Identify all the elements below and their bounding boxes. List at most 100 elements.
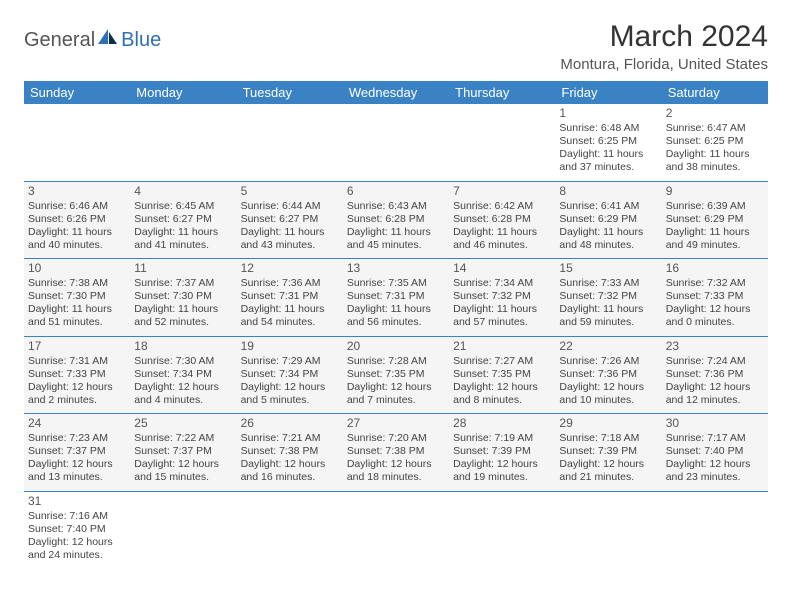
daylight-text: and 45 minutes. xyxy=(347,239,445,252)
calendar-day-cell: 5Sunrise: 6:44 AMSunset: 6:27 PMDaylight… xyxy=(237,181,343,259)
day-number: 28 xyxy=(453,416,551,431)
daylight-text: and 7 minutes. xyxy=(347,394,445,407)
day-number: 1 xyxy=(559,106,657,121)
daylight-text: Daylight: 11 hours xyxy=(347,303,445,316)
day-number: 16 xyxy=(666,261,764,276)
calendar-day-cell: 20Sunrise: 7:28 AMSunset: 7:35 PMDayligh… xyxy=(343,336,449,414)
day-number: 30 xyxy=(666,416,764,431)
sunrise-text: Sunrise: 7:17 AM xyxy=(666,432,764,445)
sunset-text: Sunset: 7:34 PM xyxy=(241,368,339,381)
weekday-header: Thursday xyxy=(449,81,555,104)
location-subtitle: Montura, Florida, United States xyxy=(560,56,768,73)
daylight-text: Daylight: 11 hours xyxy=(241,226,339,239)
daylight-text: Daylight: 11 hours xyxy=(559,303,657,316)
sunrise-text: Sunrise: 6:42 AM xyxy=(453,200,551,213)
calendar-day-cell: 3Sunrise: 6:46 AMSunset: 6:26 PMDaylight… xyxy=(24,181,130,259)
daylight-text: and 21 minutes. xyxy=(559,471,657,484)
calendar-day-cell xyxy=(343,491,449,568)
calendar-day-cell: 16Sunrise: 7:32 AMSunset: 7:33 PMDayligh… xyxy=(662,259,768,337)
calendar-day-cell: 10Sunrise: 7:38 AMSunset: 7:30 PMDayligh… xyxy=(24,259,130,337)
day-number: 13 xyxy=(347,261,445,276)
calendar-day-cell: 9Sunrise: 6:39 AMSunset: 6:29 PMDaylight… xyxy=(662,181,768,259)
calendar-table: Sunday Monday Tuesday Wednesday Thursday… xyxy=(24,81,768,568)
calendar-day-cell: 24Sunrise: 7:23 AMSunset: 7:37 PMDayligh… xyxy=(24,414,130,492)
daylight-text: and 37 minutes. xyxy=(559,161,657,174)
sunrise-text: Sunrise: 7:20 AM xyxy=(347,432,445,445)
sunrise-text: Sunrise: 7:18 AM xyxy=(559,432,657,445)
daylight-text: and 15 minutes. xyxy=(134,471,232,484)
daylight-text: Daylight: 12 hours xyxy=(453,458,551,471)
calendar-day-cell xyxy=(237,491,343,568)
daylight-text: and 24 minutes. xyxy=(28,549,126,562)
day-number: 6 xyxy=(347,184,445,199)
sunrise-text: Sunrise: 7:31 AM xyxy=(28,355,126,368)
weekday-header: Sunday xyxy=(24,81,130,104)
daylight-text: Daylight: 12 hours xyxy=(453,381,551,394)
sunset-text: Sunset: 6:29 PM xyxy=(559,213,657,226)
calendar-day-cell: 2Sunrise: 6:47 AMSunset: 6:25 PMDaylight… xyxy=(662,104,768,181)
daylight-text: Daylight: 12 hours xyxy=(347,458,445,471)
daylight-text: and 0 minutes. xyxy=(666,316,764,329)
daylight-text: Daylight: 11 hours xyxy=(347,226,445,239)
sunrise-text: Sunrise: 7:27 AM xyxy=(453,355,551,368)
sunset-text: Sunset: 6:25 PM xyxy=(666,135,764,148)
daylight-text: Daylight: 12 hours xyxy=(559,381,657,394)
day-number: 23 xyxy=(666,339,764,354)
sunset-text: Sunset: 6:28 PM xyxy=(347,213,445,226)
calendar-day-cell xyxy=(555,491,661,568)
daylight-text: Daylight: 11 hours xyxy=(28,226,126,239)
day-number: 27 xyxy=(347,416,445,431)
daylight-text: and 40 minutes. xyxy=(28,239,126,252)
daylight-text: Daylight: 11 hours xyxy=(134,226,232,239)
daylight-text: Daylight: 12 hours xyxy=(28,458,126,471)
sunset-text: Sunset: 7:31 PM xyxy=(347,290,445,303)
calendar-day-cell: 18Sunrise: 7:30 AMSunset: 7:34 PMDayligh… xyxy=(130,336,236,414)
sunset-text: Sunset: 7:38 PM xyxy=(347,445,445,458)
calendar-day-cell: 27Sunrise: 7:20 AMSunset: 7:38 PMDayligh… xyxy=(343,414,449,492)
calendar-day-cell: 1Sunrise: 6:48 AMSunset: 6:25 PMDaylight… xyxy=(555,104,661,181)
day-number: 9 xyxy=(666,184,764,199)
sunset-text: Sunset: 7:35 PM xyxy=(347,368,445,381)
sunrise-text: Sunrise: 7:34 AM xyxy=(453,277,551,290)
daylight-text: Daylight: 12 hours xyxy=(666,381,764,394)
daylight-text: and 43 minutes. xyxy=(241,239,339,252)
weekday-header: Saturday xyxy=(662,81,768,104)
brand-text-blue: Blue xyxy=(121,29,161,52)
daylight-text: Daylight: 12 hours xyxy=(559,458,657,471)
day-number: 29 xyxy=(559,416,657,431)
daylight-text: Daylight: 12 hours xyxy=(241,381,339,394)
sunrise-text: Sunrise: 7:22 AM xyxy=(134,432,232,445)
sunrise-text: Sunrise: 7:37 AM xyxy=(134,277,232,290)
calendar-day-cell: 14Sunrise: 7:34 AMSunset: 7:32 PMDayligh… xyxy=(449,259,555,337)
weekday-header: Friday xyxy=(555,81,661,104)
daylight-text: Daylight: 11 hours xyxy=(666,148,764,161)
calendar-day-cell: 25Sunrise: 7:22 AMSunset: 7:37 PMDayligh… xyxy=(130,414,236,492)
daylight-text: and 8 minutes. xyxy=(453,394,551,407)
daylight-text: and 19 minutes. xyxy=(453,471,551,484)
weekday-header: Wednesday xyxy=(343,81,449,104)
calendar-week-row: 3Sunrise: 6:46 AMSunset: 6:26 PMDaylight… xyxy=(24,181,768,259)
daylight-text: Daylight: 12 hours xyxy=(241,458,339,471)
day-number: 2 xyxy=(666,106,764,121)
sunrise-text: Sunrise: 7:33 AM xyxy=(559,277,657,290)
daylight-text: Daylight: 11 hours xyxy=(666,226,764,239)
sunset-text: Sunset: 7:34 PM xyxy=(134,368,232,381)
daylight-text: Daylight: 11 hours xyxy=(453,303,551,316)
sunrise-text: Sunrise: 6:45 AM xyxy=(134,200,232,213)
daylight-text: Daylight: 12 hours xyxy=(134,458,232,471)
daylight-text: Daylight: 12 hours xyxy=(28,536,126,549)
daylight-text: and 13 minutes. xyxy=(28,471,126,484)
calendar-week-row: 1Sunrise: 6:48 AMSunset: 6:25 PMDaylight… xyxy=(24,104,768,181)
daylight-text: and 57 minutes. xyxy=(453,316,551,329)
day-number: 11 xyxy=(134,261,232,276)
sunset-text: Sunset: 6:29 PM xyxy=(666,213,764,226)
brand-logo: General Blue xyxy=(24,28,161,52)
daylight-text: Daylight: 12 hours xyxy=(28,381,126,394)
daylight-text: Daylight: 12 hours xyxy=(666,303,764,316)
sail-icon xyxy=(97,28,119,52)
calendar-day-cell xyxy=(449,104,555,181)
title-block: March 2024 Montura, Florida, United Stat… xyxy=(560,20,768,79)
calendar-day-cell: 26Sunrise: 7:21 AMSunset: 7:38 PMDayligh… xyxy=(237,414,343,492)
day-number: 14 xyxy=(453,261,551,276)
calendar-day-cell xyxy=(343,104,449,181)
